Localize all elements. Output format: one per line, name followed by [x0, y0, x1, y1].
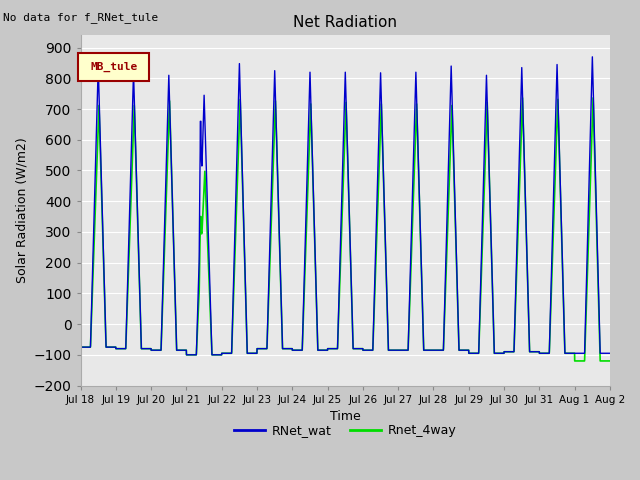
Title: Net Radiation: Net Radiation	[293, 15, 397, 30]
RNet_wat	[605, 350, 613, 356]
Rnet_4way	[494, 350, 502, 356]
Text: MB_tule: MB_tule	[90, 62, 138, 72]
Text: No data for f_RNet_tule: No data for f_RNet_tule	[3, 12, 159, 23]
RNet_wat	[326, 346, 333, 351]
RNet_wat	[77, 344, 84, 350]
Rnet_4way	[571, 358, 579, 364]
Line: RNet_wat: RNet_wat	[81, 57, 610, 355]
Rnet_4way	[172, 315, 180, 321]
Line: Rnet_4way: Rnet_4way	[81, 98, 610, 361]
X-axis label: Time: Time	[330, 410, 360, 423]
Legend: RNet_wat, Rnet_4way: RNet_wat, Rnet_4way	[229, 420, 461, 442]
Rnet_4way	[606, 358, 614, 364]
RNet_wat	[435, 348, 442, 353]
Y-axis label: Solar Radiation (W/m2): Solar Radiation (W/m2)	[15, 138, 28, 283]
Rnet_4way	[325, 346, 333, 351]
RNet_wat	[182, 352, 190, 358]
Rnet_4way	[518, 95, 526, 101]
RNet_wat	[464, 348, 472, 353]
FancyBboxPatch shape	[78, 53, 149, 81]
RNet_wat	[172, 315, 180, 321]
RNet_wat	[494, 350, 502, 356]
RNet_wat	[589, 54, 596, 60]
RNet_wat	[606, 350, 614, 356]
Rnet_4way	[464, 348, 472, 353]
Rnet_4way	[605, 358, 613, 364]
Rnet_4way	[435, 348, 442, 353]
Rnet_4way	[77, 344, 84, 350]
